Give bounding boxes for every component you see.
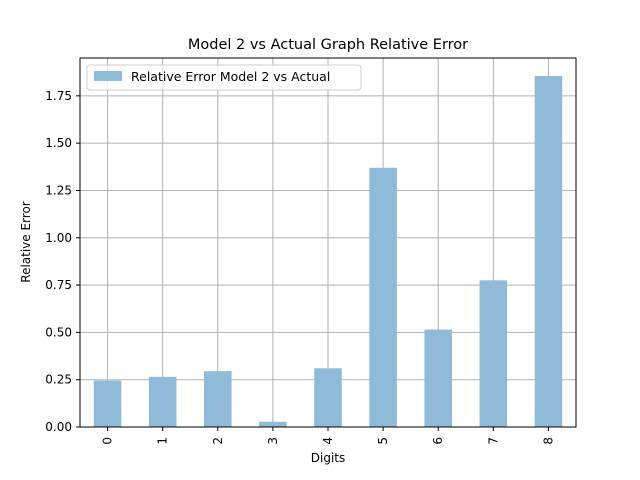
legend-label: Relative Error Model 2 vs Actual (131, 69, 330, 84)
x-tick-label: 7 (486, 437, 500, 445)
y-tick-label: 0.50 (45, 325, 72, 339)
bar-digit-6 (424, 329, 452, 427)
chart-title: Model 2 vs Actual Graph Relative Error (188, 37, 468, 53)
x-axis-label: Digits (311, 451, 345, 465)
y-tick-label: 0.75 (45, 278, 72, 292)
x-tick-label: 3 (266, 437, 280, 445)
bar-digit-2 (204, 371, 232, 427)
x-tick-label: 5 (376, 437, 390, 445)
x-tick-label: 6 (431, 437, 445, 445)
x-tick-label: 4 (321, 437, 335, 445)
x-tick-label: 0 (101, 437, 115, 445)
y-tick-label: 1.75 (45, 89, 72, 103)
bar-digit-5 (369, 167, 397, 427)
bar-digit-1 (148, 376, 177, 427)
bar-digit-0 (93, 380, 122, 427)
y-tick-label: 0.00 (45, 420, 72, 434)
axis-ticks: 0.00 0.25 0.50 0.75 1.00 1.25 1.50 1.75 0 1 2 3 4 5 6 7… (45, 89, 555, 445)
y-axis-label: Relative Error (19, 201, 33, 283)
x-tick-label: 2 (211, 437, 225, 445)
bar-digit-7 (479, 280, 508, 427)
bars (93, 75, 563, 427)
legend-swatch (94, 71, 122, 81)
y-tick-label: 1.50 (45, 136, 72, 150)
y-tick-label: 1.00 (45, 231, 72, 245)
x-tick-label: 8 (541, 437, 555, 445)
legend-box (86, 64, 362, 91)
bar-digit-3 (259, 421, 287, 427)
y-tick-label: 1.25 (45, 183, 72, 197)
bar-digit-8 (534, 75, 563, 427)
x-tick-label: 1 (156, 437, 170, 445)
legend: Relative Error Model 2 vs Actual (86, 64, 362, 91)
y-tick-label: 0.25 (45, 373, 72, 387)
bar-digit-4 (314, 368, 342, 427)
